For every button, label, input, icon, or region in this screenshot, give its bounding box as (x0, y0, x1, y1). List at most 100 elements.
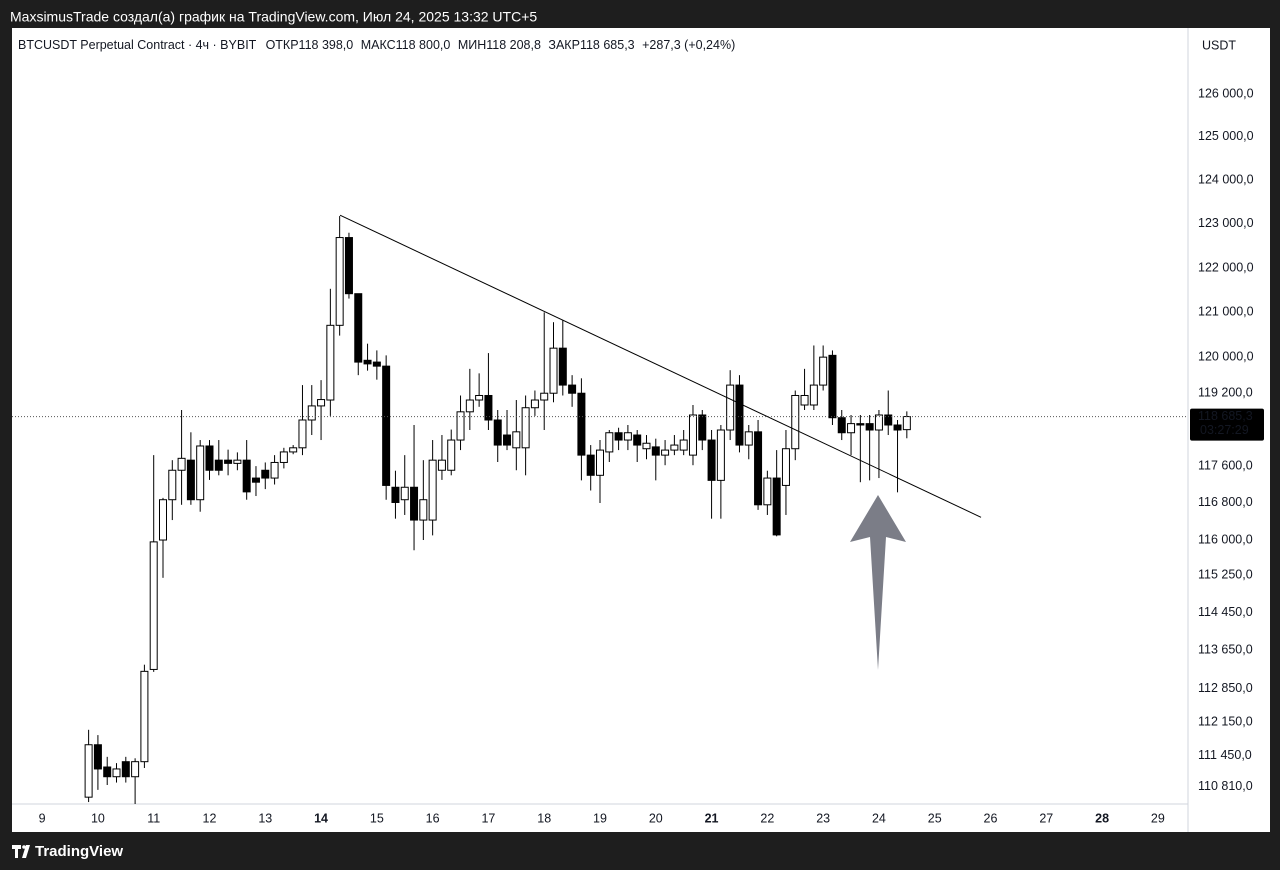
y-tick-label: 123 000,0 (1198, 216, 1254, 230)
candle-body (307, 405, 316, 421)
candle-body (549, 347, 558, 394)
x-tick-label: 10 (91, 811, 105, 825)
x-tick-label: 20 (649, 811, 663, 825)
candle-body (577, 392, 586, 456)
candle-body (661, 449, 670, 456)
candle-body (512, 431, 521, 449)
logo-mark (12, 845, 30, 858)
candle-body (456, 411, 465, 441)
candle-body (131, 761, 140, 778)
candle-body (289, 447, 298, 453)
candle-body (670, 444, 679, 451)
candle-body (568, 384, 577, 394)
x-tick-label: 26 (984, 811, 998, 825)
y-tick-label: 116 800,0 (1198, 495, 1253, 509)
y-tick-label: 121 000,0 (1198, 305, 1254, 319)
y-tick-label: 117 600,0 (1198, 458, 1253, 472)
candle-body (623, 432, 632, 441)
candle-body (93, 744, 102, 770)
candle-body (121, 761, 130, 778)
candle-body (614, 432, 623, 441)
candle-body (856, 423, 865, 426)
candle-body (410, 486, 419, 521)
y-tick-label: 110 810,0 (1198, 779, 1253, 793)
candle-body (205, 445, 214, 471)
axes: 126 000,0 125 000,0 124 000,0 123 000,0 122 … (39, 86, 1264, 825)
candle-body (372, 361, 381, 367)
x-tick-label: 16 (426, 811, 440, 825)
candle-body (837, 417, 846, 434)
x-tick-label: 12 (203, 811, 217, 825)
x-tick-label: 19 (593, 811, 607, 825)
arrow-annotation (850, 495, 906, 670)
candle-body (242, 459, 251, 493)
candle-body (540, 392, 549, 401)
ohlc-value: 118 800,0 (396, 38, 451, 52)
x-tick-label: 22 (760, 811, 774, 825)
candle-body (642, 442, 651, 450)
x-tick-label: 13 (258, 811, 272, 825)
candle-body (177, 457, 186, 471)
ohlc-value: 118 398,0 (299, 38, 354, 52)
candle-body (354, 293, 363, 363)
candle-body (437, 459, 446, 471)
candle-body (819, 356, 828, 386)
candle-body (716, 429, 725, 481)
footer-logo (12, 845, 30, 858)
symbol: BTCUSDT Perpetual Contract · 4ч · BYBIT (18, 38, 257, 52)
x-tick-label: 27 (1039, 811, 1053, 825)
candle-body (317, 399, 326, 407)
symbol-legend: BTCUSDT Perpetual Contract · 4ч · BYBIT … (18, 38, 735, 52)
candle-body (428, 459, 437, 521)
y-tick-label: 113 650,0 (1198, 643, 1253, 657)
candle-body (772, 477, 781, 536)
y-tick-label: 120 000,0 (1198, 349, 1254, 363)
candle-body (726, 384, 735, 431)
candle-body (521, 407, 530, 449)
last-price-box (1190, 408, 1264, 441)
candle-body (688, 414, 697, 456)
trendline (339, 214, 982, 518)
candle-body (633, 434, 642, 446)
candle-body (419, 499, 428, 521)
candle-body (196, 445, 205, 501)
x-tick-label: 9 (39, 811, 46, 825)
candle-body (605, 432, 614, 453)
candle-body (596, 449, 604, 476)
y-tick-label: 124 000,0 (1198, 173, 1254, 187)
y-tick-label: 115 250,0 (1198, 567, 1253, 581)
candle-body (865, 423, 874, 431)
candle-body (484, 394, 493, 421)
x-tick-label: 14 (314, 811, 328, 825)
x-tick-label: 15 (370, 811, 384, 825)
y-tick-label: 112 150,0 (1198, 714, 1253, 728)
x-tick-label: 23 (816, 811, 830, 825)
candle-body (84, 744, 93, 798)
candle-body (103, 766, 112, 778)
header-title: MaxsimusTrade создал(а) график на Tradin… (10, 9, 537, 25)
plot-area (12, 214, 1188, 804)
last-price-label: 118 685,3 (1198, 409, 1253, 423)
candle-body (828, 354, 837, 419)
y-tick-label: 112 850,0 (1198, 681, 1253, 695)
candle-body (149, 541, 158, 670)
candle-body (233, 459, 242, 464)
candle-body (391, 486, 400, 503)
candle-body (465, 399, 474, 413)
candle-body (261, 469, 270, 479)
x-tick-label: 17 (481, 811, 495, 825)
candle-body (158, 499, 167, 541)
candle-body (447, 439, 456, 471)
candle-body (270, 461, 279, 479)
x-tick-label: 24 (872, 811, 886, 825)
candle-body (503, 434, 512, 446)
footer-brand: TradingView (35, 843, 123, 860)
y-tick-label: 119 200,0 (1198, 386, 1253, 400)
candle-body (847, 423, 856, 434)
y-tick-label: 122 000,0 (1198, 260, 1254, 274)
chart-panel (12, 28, 1270, 832)
candle-body (651, 446, 660, 456)
candle-body (298, 419, 307, 449)
candle-body (884, 414, 893, 426)
